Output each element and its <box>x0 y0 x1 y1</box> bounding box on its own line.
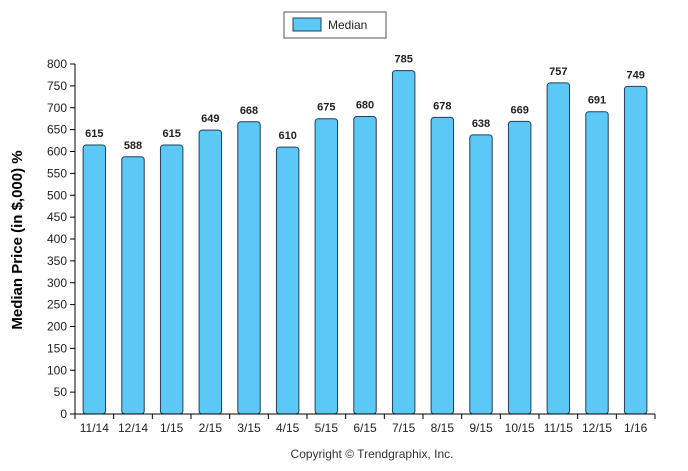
bar <box>237 121 261 415</box>
bar-value-label: 615 <box>85 128 103 140</box>
bar <box>198 129 223 415</box>
y-tick-label: 500 <box>47 188 67 202</box>
y-tick-label: 300 <box>47 276 67 290</box>
y-tick-label: 800 <box>47 57 67 71</box>
x-tick-label: 1/16 <box>624 421 648 435</box>
bar-value-label: 638 <box>472 118 490 130</box>
x-tick-label: 6/15 <box>353 421 377 435</box>
bars <box>82 70 648 415</box>
copyright-text: Copyright © Trendgraphix, Inc. <box>291 447 454 461</box>
bar <box>353 116 377 415</box>
bar <box>430 116 455 415</box>
x-axis-ticks: 11/14 12/14 1/15 2/15 3/15 4/15 5/15 6/15 7/15 8/… <box>74 414 656 435</box>
y-tick-label: 150 <box>47 341 67 355</box>
bar <box>275 146 300 415</box>
y-tick-label: 450 <box>47 210 67 224</box>
bar <box>546 82 571 415</box>
bar <box>469 134 493 415</box>
bar <box>82 144 107 415</box>
bar <box>507 120 532 415</box>
y-tick-label: 650 <box>47 123 67 137</box>
x-tick-label: 12/14 <box>118 421 148 435</box>
y-tick-label: 100 <box>47 363 67 377</box>
x-tick-label: 7/15 <box>392 421 416 435</box>
y-tick-label: 750 <box>47 79 67 93</box>
bar-value-label: 610 <box>278 130 296 142</box>
bar <box>121 156 145 415</box>
x-tick-label: 8/15 <box>431 421 455 435</box>
y-tick-label: 350 <box>47 254 67 268</box>
bar-value-label: 675 <box>317 102 335 114</box>
bar-value-label: 749 <box>626 69 644 81</box>
x-tick-label: 4/15 <box>276 421 300 435</box>
bar <box>391 70 416 415</box>
y-axis-label: Median Price (in $,000) % <box>9 150 26 329</box>
bar-value-label: 785 <box>394 54 412 66</box>
bar-value-label: 588 <box>124 140 142 152</box>
y-tick-label: 550 <box>47 166 67 180</box>
y-axis-ticks: 0 50 100 150 200 250 300 350 400 450 500 550 600 650 7… <box>47 57 75 421</box>
x-tick-label: 1/15 <box>160 421 184 435</box>
x-tick-label: 11/15 <box>544 421 573 435</box>
legend-swatch-median <box>292 17 322 32</box>
y-tick-label: 200 <box>47 320 67 334</box>
x-tick-label: 11/14 <box>80 421 109 435</box>
y-tick-label: 600 <box>47 145 67 159</box>
y-tick-label: 400 <box>47 232 67 246</box>
bar-value-label: 680 <box>356 100 374 112</box>
bar <box>159 144 184 415</box>
value-labels: 615 588 615 649 668 610 675 680 785 678 638 669 757 6… <box>85 54 645 152</box>
bar-value-label: 678 <box>433 100 451 112</box>
bar-value-label: 757 <box>549 66 567 78</box>
x-tick-label: 10/15 <box>505 421 535 435</box>
bar <box>585 111 609 415</box>
x-tick-label: 3/15 <box>237 421 261 435</box>
x-tick-label: 5/15 <box>315 421 339 435</box>
bar-value-label: 668 <box>240 105 258 117</box>
bar-value-label: 691 <box>588 95 606 107</box>
bar-value-label: 615 <box>162 128 180 140</box>
legend: Median <box>283 11 387 39</box>
y-tick-label: 700 <box>47 101 67 115</box>
legend-label-median: Median <box>328 18 367 32</box>
bar <box>623 85 648 415</box>
y-tick-label: 0 <box>60 407 67 421</box>
x-tick-label: 2/15 <box>199 421 223 435</box>
x-tick-label: 9/15 <box>469 421 493 435</box>
y-tick-label: 50 <box>54 385 68 399</box>
y-tick-label: 250 <box>47 298 67 312</box>
bar-value-label: 649 <box>201 113 219 125</box>
bar <box>314 118 339 415</box>
bar-value-label: 669 <box>510 104 528 116</box>
x-tick-label: 12/15 <box>582 421 612 435</box>
